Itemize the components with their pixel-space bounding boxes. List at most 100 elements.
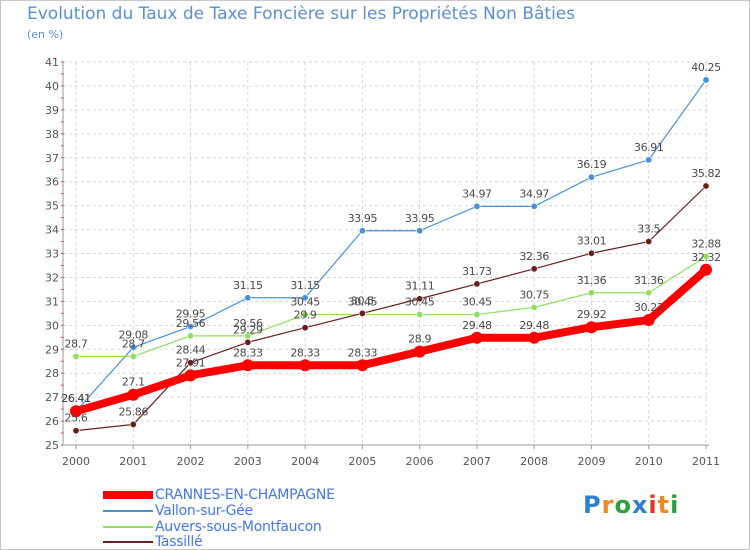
data-label: 29.92 bbox=[577, 308, 607, 321]
data-point-0 bbox=[642, 314, 655, 327]
data-label: 28.33 bbox=[290, 346, 320, 359]
data-point-1 bbox=[530, 202, 538, 210]
logo-letter: i bbox=[648, 491, 658, 519]
proxiti-logo: Proxiti bbox=[583, 491, 679, 519]
data-label: 31.15 bbox=[233, 279, 263, 292]
data-label: 32.36 bbox=[519, 250, 549, 263]
data-point-1 bbox=[473, 202, 481, 210]
data-label: 34.97 bbox=[519, 187, 549, 200]
data-point-2 bbox=[645, 289, 653, 297]
legend-label-3: Tassillé bbox=[155, 534, 203, 550]
data-label: 27.1 bbox=[122, 376, 145, 389]
data-label: 28.33 bbox=[348, 346, 378, 359]
data-label: 29.95 bbox=[176, 308, 206, 321]
data-point-3 bbox=[702, 182, 710, 190]
data-point-1 bbox=[187, 323, 195, 331]
data-point-1 bbox=[129, 343, 137, 351]
data-point-2 bbox=[301, 311, 309, 319]
data-point-2 bbox=[187, 332, 195, 340]
y-tick-label: 34 bbox=[45, 224, 59, 237]
data-label: 40.25 bbox=[691, 61, 721, 74]
y-tick-label: 39 bbox=[45, 104, 59, 117]
data-point-1 bbox=[358, 227, 366, 235]
data-point-3 bbox=[244, 338, 252, 346]
data-label: 33.5 bbox=[637, 223, 660, 236]
data-point-3 bbox=[587, 249, 595, 257]
logo-letter: i bbox=[670, 491, 680, 519]
data-label: 29.56 bbox=[233, 317, 263, 330]
data-label: 25.86 bbox=[119, 405, 149, 418]
data-label: 30.45 bbox=[462, 296, 492, 309]
data-label: 30.22 bbox=[634, 301, 664, 314]
legend-swatch-1 bbox=[103, 510, 153, 512]
logo-letter: P bbox=[583, 491, 602, 519]
y-tick-label: 31 bbox=[45, 295, 59, 308]
data-point-3 bbox=[416, 295, 424, 303]
x-tick-label: 2009 bbox=[577, 455, 605, 468]
data-point-0 bbox=[356, 359, 369, 372]
data-point-2 bbox=[473, 311, 481, 319]
data-label: 36.19 bbox=[577, 158, 607, 171]
y-tick-label: 30 bbox=[45, 319, 59, 332]
axes: 25 26 27 28 29 30 31 32 33 34 35 36 37 38 39 40 41 2000 20… bbox=[45, 56, 720, 468]
data-point-1 bbox=[301, 294, 309, 302]
data-point-2 bbox=[702, 252, 710, 260]
data-label: 26.41 bbox=[61, 392, 91, 405]
data-point-3 bbox=[645, 238, 653, 246]
data-label: 29.56 bbox=[176, 317, 206, 330]
x-tick-label: 2011 bbox=[692, 455, 720, 468]
y-tick-label: 33 bbox=[45, 248, 59, 261]
y-tick-label: 29 bbox=[45, 343, 59, 356]
data-point-1 bbox=[645, 156, 653, 164]
data-point-3 bbox=[473, 280, 481, 288]
data-label: 32.32 bbox=[691, 251, 721, 264]
data-label: 33.01 bbox=[577, 234, 607, 247]
data-point-2 bbox=[587, 289, 595, 297]
y-tick-label: 41 bbox=[45, 56, 59, 69]
data-point-3 bbox=[530, 265, 538, 273]
data-label: 26.41 bbox=[61, 392, 91, 405]
series-line-3 bbox=[75, 185, 707, 432]
series-line-1 bbox=[75, 79, 707, 412]
x-tick-label: 2010 bbox=[635, 455, 663, 468]
data-point-0 bbox=[299, 359, 312, 372]
logo-letter: o bbox=[614, 491, 632, 519]
legend-label-0: CRANNES-EN-CHAMPAGNE bbox=[155, 487, 335, 503]
y-tick-label: 28 bbox=[45, 367, 59, 380]
data-label: 31.36 bbox=[577, 274, 607, 287]
x-tick-label: 2002 bbox=[177, 455, 205, 468]
data-point-0 bbox=[585, 321, 598, 334]
data-labels: 26.41 29.08 29.95 31.15 31.15 33.95 33.95 34.97… bbox=[61, 61, 721, 425]
data-label: 34.97 bbox=[462, 187, 492, 200]
legend-swatch-0 bbox=[103, 491, 153, 499]
data-label: 29.29 bbox=[233, 323, 263, 336]
data-point-1 bbox=[702, 76, 710, 84]
data-point-3 bbox=[301, 324, 309, 332]
data-label: 27.91 bbox=[176, 356, 206, 369]
data-point-2 bbox=[129, 352, 137, 360]
data-label: 30.75 bbox=[519, 288, 549, 301]
legend-label-2: Auvers-sous-Montfaucon bbox=[155, 519, 322, 535]
data-point-2 bbox=[72, 352, 80, 360]
y-tick-label: 40 bbox=[45, 80, 59, 93]
logo-letter: r bbox=[601, 491, 615, 519]
x-tick-label: 2003 bbox=[234, 455, 262, 468]
y-tick-label: 27 bbox=[45, 391, 59, 404]
data-label: 36.91 bbox=[634, 141, 664, 154]
data-label: 35.82 bbox=[691, 167, 721, 180]
data-point-0 bbox=[700, 263, 712, 276]
data-label: 33.95 bbox=[405, 212, 435, 225]
data-point-0 bbox=[470, 331, 483, 344]
data-point-0 bbox=[127, 388, 140, 401]
series-line-2 bbox=[76, 255, 707, 358]
data-point-0 bbox=[70, 405, 82, 418]
data-label: 29.48 bbox=[462, 319, 492, 332]
x-tick-label: 2005 bbox=[348, 455, 376, 468]
data-label: 29.08 bbox=[119, 328, 149, 341]
data-label: 28.7 bbox=[65, 337, 88, 350]
y-tick-label: 38 bbox=[45, 128, 59, 141]
data-point-0 bbox=[413, 345, 426, 358]
x-tick-label: 2001 bbox=[119, 455, 147, 468]
